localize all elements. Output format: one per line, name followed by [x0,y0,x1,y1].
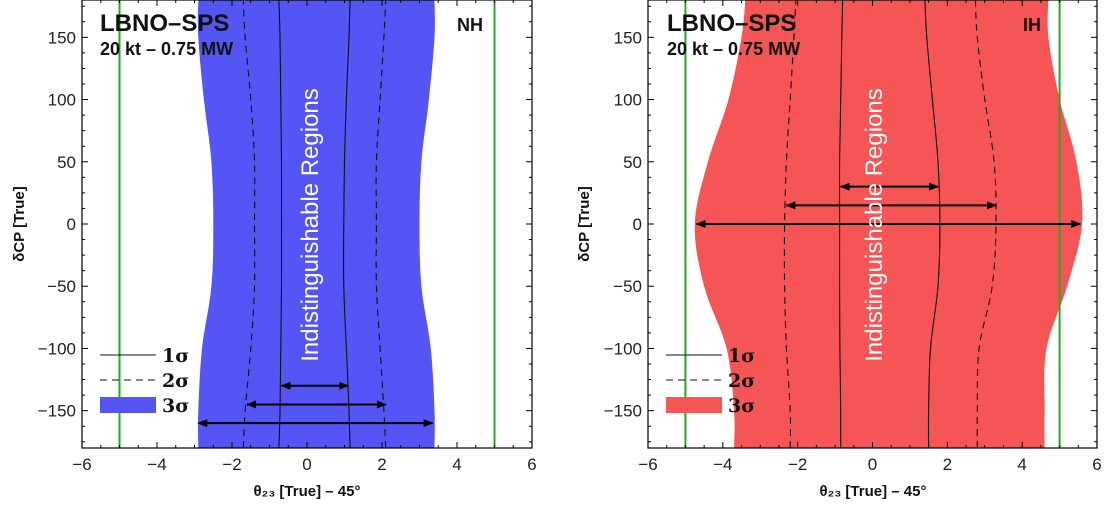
y-tick-label: 0 [67,215,76,234]
sigma2-contour-left [783,0,797,448]
legend-label: 2σ [162,370,189,392]
x-tick-label: 4 [1017,455,1026,474]
y-tick-label: 150 [614,28,642,47]
chart-title: LBNO–SPS [100,10,229,37]
x-tick-label: 2 [377,455,386,474]
y-tick-label: −100 [38,339,76,358]
y-tick-label: −100 [604,339,642,358]
y-tick-label: −50 [47,277,76,296]
legend-swatch-fill [100,397,156,413]
x-tick-label: −4 [713,455,732,474]
chart-subtitle: 20 kt – 0.75 MW [667,39,800,59]
hierarchy-label: NH [457,15,483,35]
legend-label: 1σ [728,345,755,367]
x-tick-label: 6 [1092,455,1101,474]
x-tick-label: 6 [527,455,536,474]
y-tick-label: −50 [613,277,642,296]
y-tick-label: 50 [623,153,642,172]
sigma3-region [197,0,435,448]
x-tick-label: −2 [788,455,807,474]
x-tick-label: −6 [638,455,657,474]
legend-label: 2σ [728,370,755,392]
y-tick-label: −150 [604,402,642,421]
x-tick-label: −4 [147,455,166,474]
y-tick-label: 100 [48,91,76,110]
sigma1-contour-left [278,0,283,448]
x-axis-title: θ₂₃ [True] – 45° [254,483,361,500]
y-axis-title: δCP [True] [576,186,593,262]
y-tick-label: 0 [633,215,642,234]
sigma2-contour-left [242,0,256,448]
y-tick-label: 50 [57,153,76,172]
x-axis-title: θ₂₃ [True] – 45° [820,483,927,500]
hierarchy-label: IH [1023,15,1041,35]
panel-nh: −6 −4 −2 0 2 4 6 −150 −100 −50 0 50 100 150 Indisting… [11,0,537,500]
x-tick-label: 0 [302,455,311,474]
sigma2-contour-right [375,0,387,448]
legend-label: 3σ [728,395,755,417]
x-tick-label: −6 [72,455,91,474]
y-tick-label: 150 [48,28,76,47]
chart-title: LBNO–SPS [667,10,796,37]
x-tick-label: −2 [222,455,241,474]
x-tick-label: 4 [452,455,461,474]
y-axis-title: δCP [True] [11,186,28,262]
legend-swatch-fill [666,397,722,413]
chart-subtitle: 20 kt – 0.75 MW [100,39,233,59]
sigma2-contour-right [974,0,997,448]
legend-label: 3σ [162,395,189,417]
y-tick-label: −150 [38,402,76,421]
x-tick-label: 0 [868,455,877,474]
panel-ih: −6 −4 −2 0 2 4 6 −150 −100 −50 0 50 100 150 Indisting… [576,0,1102,500]
legend-label: 1σ [162,345,189,367]
sigma1-contour-right [342,0,351,448]
region-label: Indistinguishable Regions [297,88,324,362]
x-tick-label: 2 [943,455,952,474]
region-label: Indistinguishable Regions [861,88,888,362]
y-tick-label: 100 [614,91,642,110]
